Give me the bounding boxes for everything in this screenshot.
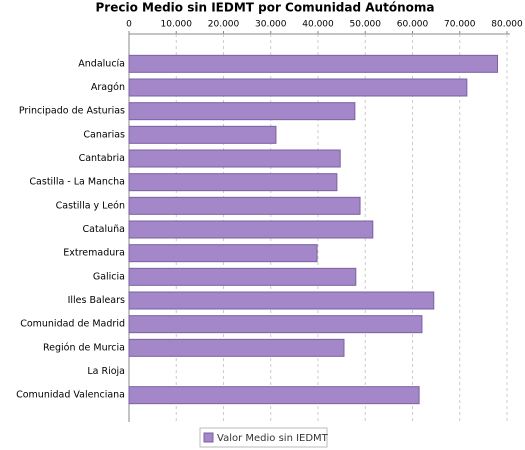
y-tick-label: Aragón	[91, 82, 125, 93]
bar	[128, 149, 341, 168]
y-tick-label: Región de Murcia	[43, 342, 125, 353]
x-tick-label: 50.000	[350, 20, 382, 30]
y-tick-label: Principado de Asturias	[19, 106, 125, 117]
y-tick-label: Comunidad Valenciana	[16, 390, 125, 401]
bar	[128, 315, 423, 334]
legend-swatch	[203, 432, 214, 443]
bar	[128, 244, 318, 263]
y-tick-label: Galicia	[93, 271, 125, 282]
bar	[128, 78, 468, 97]
x-tick-label: 80.000	[491, 20, 523, 30]
x-tick-label: 70.000	[444, 20, 476, 30]
y-tick-label: Andalucía	[78, 58, 125, 69]
chart-title: Precio Medio sin IEDMT por Comunidad Aut…	[96, 1, 435, 15]
bar	[128, 338, 345, 357]
bar	[128, 173, 338, 192]
x-tick-label: 10.000	[161, 20, 193, 30]
y-tick-label: Castilla y León	[56, 200, 125, 211]
x-tick-label: 40.000	[302, 20, 334, 30]
bar	[128, 54, 499, 73]
y-tick-label: La Rioja	[87, 366, 125, 377]
legend-box	[199, 427, 328, 448]
x-tick-label: 0	[126, 20, 132, 30]
bar	[128, 125, 277, 144]
y-tick-label: Extremadura	[63, 248, 125, 259]
y-tick-label: Cataluña	[82, 224, 125, 235]
bar	[128, 102, 356, 121]
y-tick-label: Castilla - La Mancha	[29, 177, 125, 188]
legend-label: Valor Medio sin IEDMT	[217, 433, 329, 444]
x-tick-label: 20.000	[208, 20, 240, 30]
x-tick-label: 60.000	[397, 20, 429, 30]
y-tick-label: Canarias	[83, 129, 125, 140]
y-tick-label: Comunidad de Madrid	[20, 319, 125, 330]
bar	[128, 386, 420, 405]
y-tick-label: Illes Balears	[68, 295, 125, 306]
bar	[128, 196, 361, 215]
bar	[128, 291, 435, 310]
y-tick-label: Cantabria	[79, 153, 125, 164]
x-tick-label: 30.000	[255, 20, 287, 30]
bar	[128, 220, 374, 239]
bar	[128, 267, 357, 286]
